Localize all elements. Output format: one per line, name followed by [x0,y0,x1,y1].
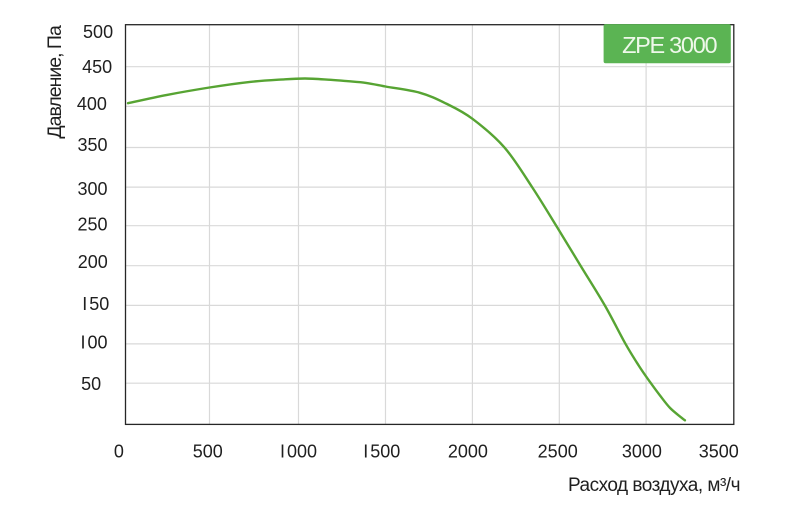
svg-text:50: 50 [81,374,101,394]
svg-text:0: 0 [114,442,124,462]
svg-text:Давление, Па: Давление, Па [44,25,66,139]
svg-text:I00: I 00 [80,332,107,352]
svg-text:3000: 3000 [622,442,662,462]
svg-text:Расход воздуха, м³/ч: Расход воздуха, м³/ч [568,475,740,496]
svg-text:ZPE 3000: ZPE 3000 [622,32,717,58]
svg-text:450: 450 [82,57,112,77]
svg-text:2000: 2000 [448,442,488,462]
svg-text:500: 500 [193,442,223,462]
svg-text:3500: 3500 [699,442,739,462]
svg-text:300: 300 [77,179,107,199]
svg-text:400: 400 [77,94,107,114]
svg-text:2500: 2500 [538,442,578,462]
svg-text:200: 200 [78,252,108,272]
svg-text:350: 350 [77,135,107,155]
svg-text:500: 500 [83,22,113,42]
svg-text:I50: I 50 [82,294,109,314]
svg-text:250: 250 [77,214,107,234]
